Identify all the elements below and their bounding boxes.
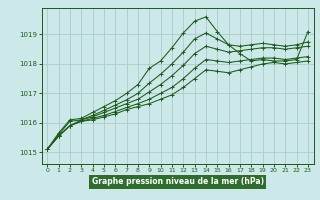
X-axis label: Graphe pression niveau de la mer (hPa): Graphe pression niveau de la mer (hPa) — [92, 177, 264, 186]
